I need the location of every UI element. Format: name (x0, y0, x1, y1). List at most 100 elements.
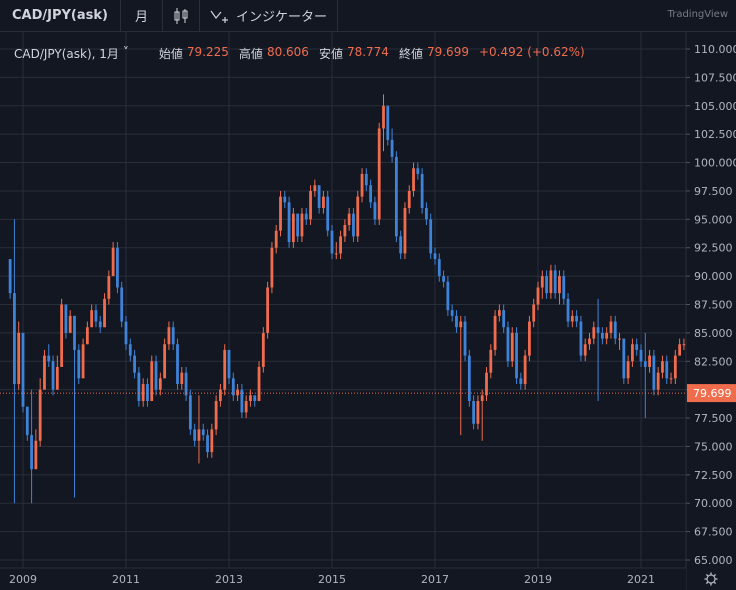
candle-body (356, 196, 360, 237)
candle (188, 389, 192, 436)
candle (193, 423, 197, 447)
candle-body (38, 389, 42, 441)
candle (682, 338, 686, 350)
candle-body (575, 315, 579, 322)
candle-body (313, 185, 317, 191)
candle (652, 349, 656, 396)
candle (665, 355, 669, 384)
candle (107, 270, 111, 305)
price-tick-label: 85.000 (694, 327, 733, 340)
time-tick-label: 2013 (215, 573, 243, 586)
candle-body (223, 349, 227, 390)
candle-body (394, 156, 398, 237)
candle-body (180, 372, 184, 384)
candle-body (90, 310, 94, 328)
candle (154, 355, 158, 396)
candle-body (373, 202, 377, 220)
chevron-down-icon[interactable]: ˅ (122, 45, 129, 59)
candle (322, 190, 325, 214)
candle-body (562, 276, 566, 299)
price-axis[interactable]: 110.000 107.500 105.000 102.500 100.000 97.50… (685, 32, 736, 590)
candle (85, 321, 89, 345)
candle-body (227, 349, 231, 379)
candle-body (210, 429, 214, 453)
candle (489, 344, 493, 379)
candle (390, 128, 394, 163)
candle (506, 321, 510, 367)
candle-body (279, 196, 282, 231)
interval-button[interactable]: 月 (121, 0, 163, 31)
candle (399, 230, 403, 260)
chart-type-button[interactable] (163, 0, 200, 31)
settings-button[interactable] (704, 572, 718, 586)
candle (502, 304, 506, 333)
price-tick-label: 92.500 (694, 242, 733, 255)
candle (425, 202, 428, 226)
candle (283, 190, 287, 208)
candle-body (43, 355, 46, 390)
candle (373, 196, 377, 226)
candle-body (665, 361, 669, 379)
top-toolbar: CAD/JPY(ask) 月 インジケーター TradingView (0, 0, 736, 32)
candle-body (377, 128, 381, 220)
candle-body (540, 276, 544, 288)
legend-change: +0.492 (+0.62%) (478, 45, 585, 59)
candle-body (682, 344, 686, 346)
candle (446, 276, 450, 316)
candle-body (133, 355, 136, 373)
candle (416, 162, 420, 180)
candle (13, 219, 16, 504)
candle (523, 349, 527, 390)
candle-body (626, 361, 630, 379)
candle-body (497, 310, 501, 316)
candle-body (442, 276, 445, 282)
candle (150, 355, 154, 402)
time-axis-background (0, 568, 686, 590)
candle-body (467, 355, 471, 402)
candle (146, 378, 149, 407)
candle-body (266, 287, 270, 333)
candle (562, 270, 566, 305)
legend-symbol[interactable]: CAD/JPY(ask), 1月 (14, 47, 119, 61)
candle-body (60, 304, 64, 367)
candle-body (605, 332, 609, 339)
candle (330, 225, 334, 260)
price-tick-label: 72.500 (694, 469, 733, 482)
candle (485, 366, 488, 402)
candle-body (188, 395, 192, 430)
candle-body (163, 344, 167, 379)
legend-open-value: 79.225 (186, 45, 229, 59)
candle (201, 423, 205, 441)
candle-body (330, 230, 334, 254)
time-axis[interactable]: 2009 2011 2013 2015 2017 2019 2021 (0, 567, 686, 590)
candle-body (257, 366, 261, 402)
candle (343, 219, 347, 243)
candle (17, 321, 21, 390)
price-chart[interactable]: 110.000 107.500 105.000 102.500 100.000 97.50… (0, 32, 736, 590)
candle (437, 253, 441, 282)
candle (73, 315, 76, 498)
candle-body (47, 355, 51, 362)
candle (279, 190, 282, 237)
candle (304, 207, 308, 226)
candle-body (429, 219, 433, 254)
candle-body (249, 395, 252, 402)
candle-body (596, 327, 600, 333)
candle-body (154, 361, 158, 390)
candle (111, 242, 115, 277)
candle (180, 366, 184, 390)
indicators-button[interactable]: インジケーター (200, 0, 338, 31)
candle-body (300, 213, 304, 237)
candle (223, 344, 227, 396)
candle-body (515, 332, 518, 379)
price-tick-label: 110.000 (694, 43, 736, 56)
candle (592, 321, 596, 345)
candle (313, 179, 317, 197)
candle (296, 213, 300, 243)
legend-close-label: 終値 (398, 47, 423, 61)
candle (467, 349, 471, 407)
candle-body (618, 338, 621, 340)
symbol-search-button[interactable]: CAD/JPY(ask) (0, 0, 121, 31)
candle (317, 185, 321, 214)
candle-body (77, 349, 81, 379)
